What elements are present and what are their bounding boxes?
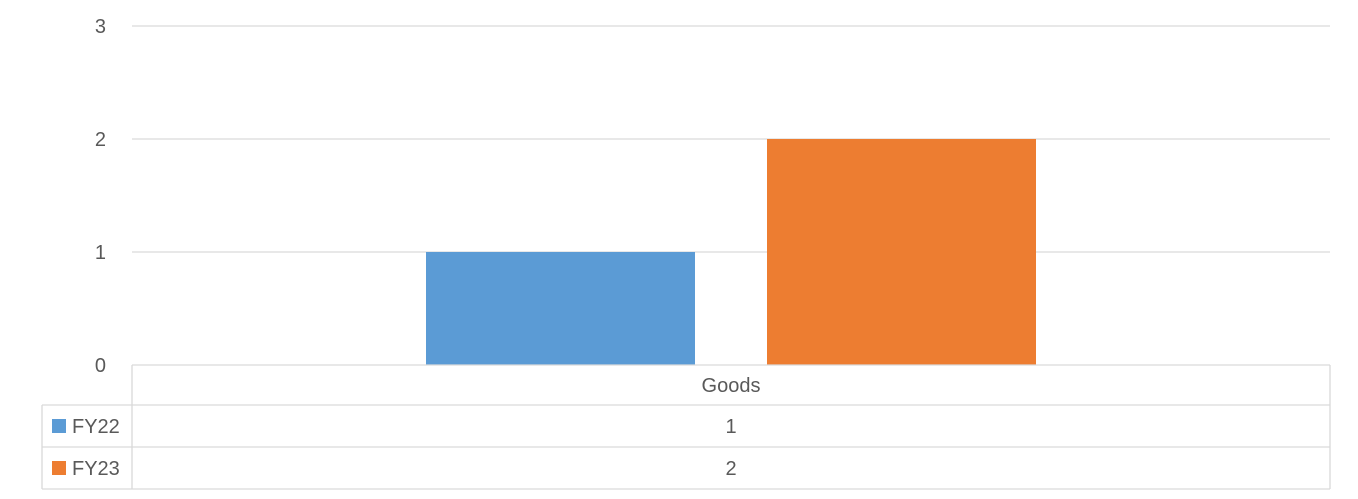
gridlines [132,25,1330,253]
legend-label-FY23: FY23 [72,458,120,480]
y-tick-label-0: 0 [95,355,106,377]
data-table: Goods FY22 1 FY23 2 [41,364,1331,490]
y-tick-label-1: 1 [95,242,106,264]
table-value-FY22-Goods: 1 [725,416,736,438]
bar-FY23-Goods [767,139,1036,365]
category-label-Goods: Goods [702,375,761,397]
bars [426,139,1036,365]
legend-label-FY22: FY22 [72,416,120,438]
y-tick-label-2: 2 [95,129,106,151]
table-value-FY23-Goods: 2 [725,458,736,480]
legend-key-FY23 [52,461,66,475]
bar-FY22-Goods [426,252,695,365]
y-axis: 0 1 2 3 [95,16,106,377]
legend-key-FY22 [52,419,66,433]
y-tick-label-3: 3 [95,16,106,38]
